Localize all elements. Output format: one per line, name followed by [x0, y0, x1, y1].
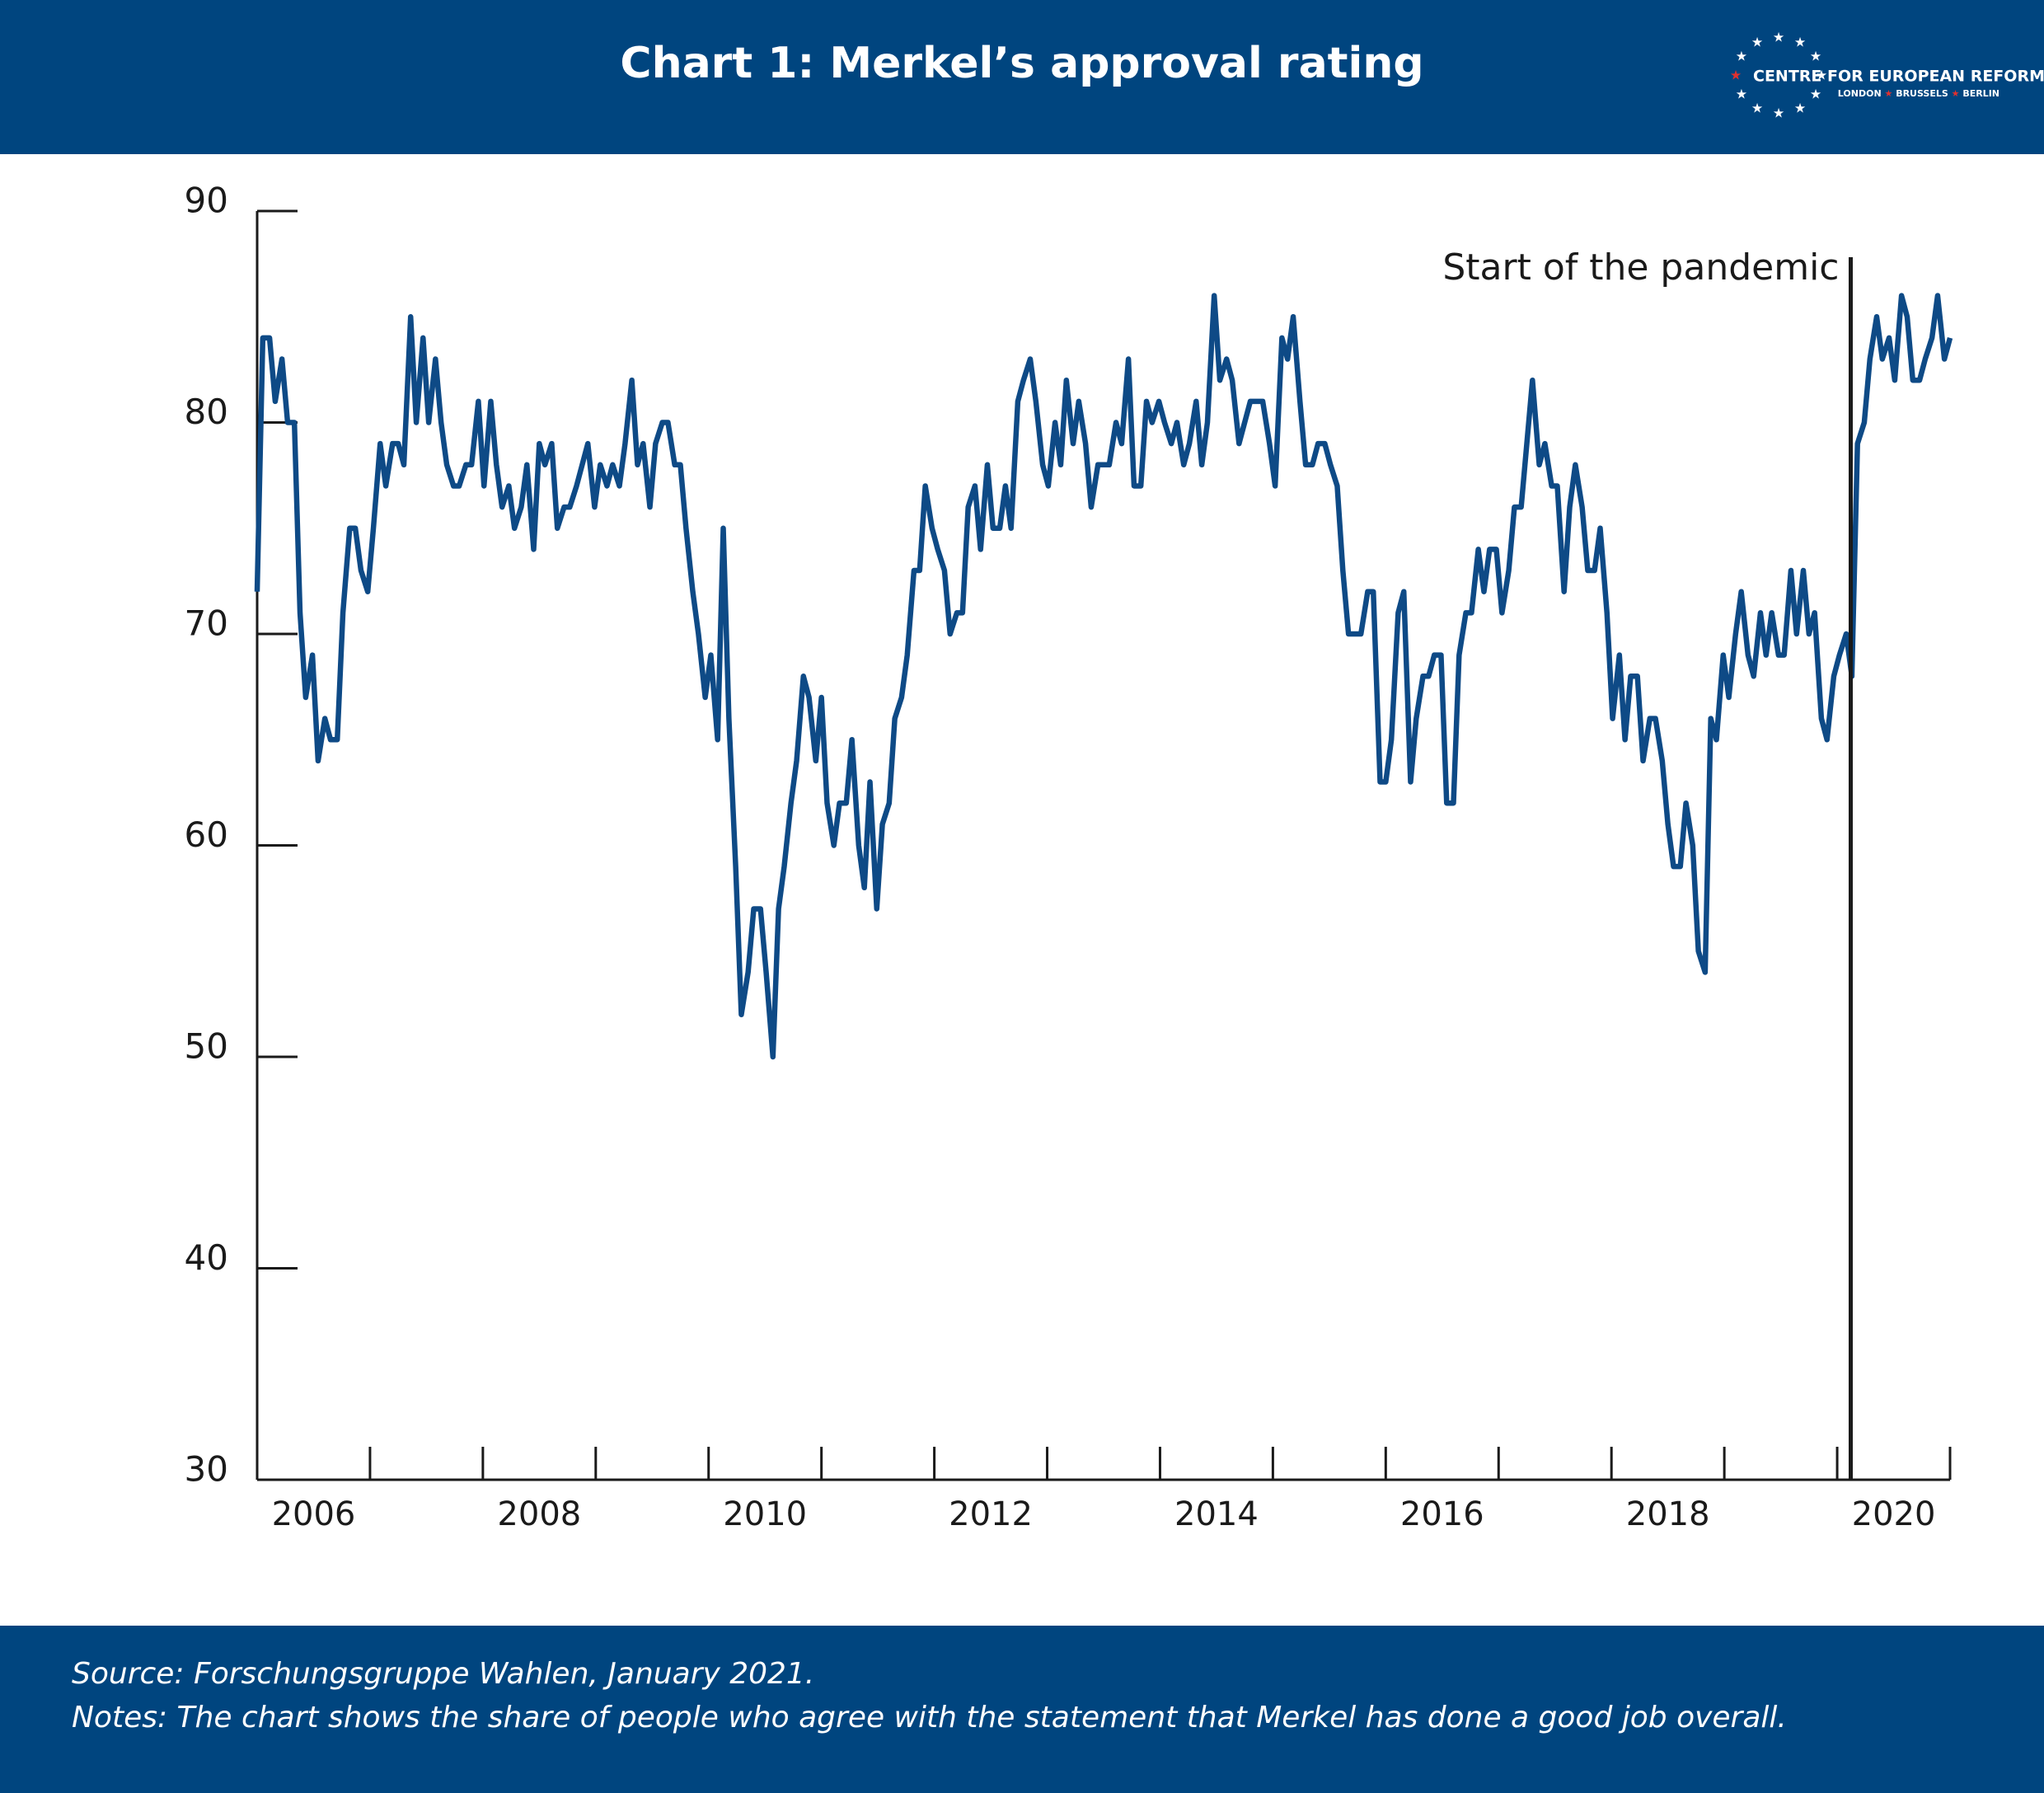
approval-line [254, 293, 1953, 1060]
logo-star: ★ [1773, 106, 1784, 121]
source-note: Source: Forschungsgruppe Wahlen, January… [72, 1657, 814, 1691]
logo-star: ★ [1816, 68, 1827, 83]
y-tick-label: 90 [185, 181, 228, 221]
notes: Notes: The chart shows the share of peop… [72, 1701, 1787, 1734]
logo-star: ★ [1810, 49, 1821, 64]
logo-name: CENTRE FOR EUROPEAN REFORM [1753, 68, 2044, 86]
x-tick-label: 2010 [723, 1495, 807, 1533]
logo-stars: ★ ★ ★ ★ ★ ★ ★ ★ ★ ★ ★ ★ [1730, 30, 1827, 121]
y-tick-label: 70 [185, 603, 228, 644]
x-tick-label: 2006 [272, 1495, 356, 1533]
logo-city: BERLIN [1962, 88, 1999, 99]
logo-star: ★ [1736, 49, 1747, 64]
logo-separator: ★ [1948, 88, 1963, 99]
x-tick-label: 2018 [1626, 1495, 1710, 1533]
header-band [0, 0, 2044, 154]
logo-star: ★ [1730, 68, 1742, 83]
y-tick-label: 80 [185, 392, 228, 432]
y-tick-label: 30 [185, 1449, 228, 1490]
chart-title: Chart 1: Merkel’s approval rating [620, 39, 1423, 88]
logo-cities: LONDON ★ BRUSSELS ★ BERLIN [1838, 88, 1999, 99]
y-tick-label: 50 [185, 1026, 228, 1067]
logo-star: ★ [1751, 35, 1763, 50]
x-tick-label: 2016 [1400, 1495, 1484, 1533]
y-tick-label: 60 [185, 814, 228, 855]
logo-separator: ★ [1882, 88, 1896, 99]
x-tick-label: 2012 [949, 1495, 1033, 1533]
logo-star: ★ [1794, 35, 1806, 50]
logo-star: ★ [1736, 87, 1747, 102]
x-tick-label: 2008 [497, 1495, 581, 1533]
x-tick-label: 2020 [1852, 1495, 1936, 1533]
logo-star: ★ [1794, 100, 1806, 115]
logo-city: LONDON [1838, 88, 1882, 99]
y-tick-label: 40 [185, 1237, 228, 1278]
annotation-label: Start of the pandemic [1442, 246, 1839, 289]
footer-band [0, 1626, 2044, 1793]
logo-star: ★ [1773, 30, 1784, 45]
logo-city: BRUSSELS [1896, 88, 1948, 99]
x-tick-label: 2014 [1174, 1495, 1259, 1533]
logo-star: ★ [1810, 87, 1821, 102]
logo: ★ ★★★★★★★★★★★ CENTRE FOR EUROPEAN REFORM … [1730, 30, 2044, 121]
logo-star: ★ [1751, 100, 1763, 115]
